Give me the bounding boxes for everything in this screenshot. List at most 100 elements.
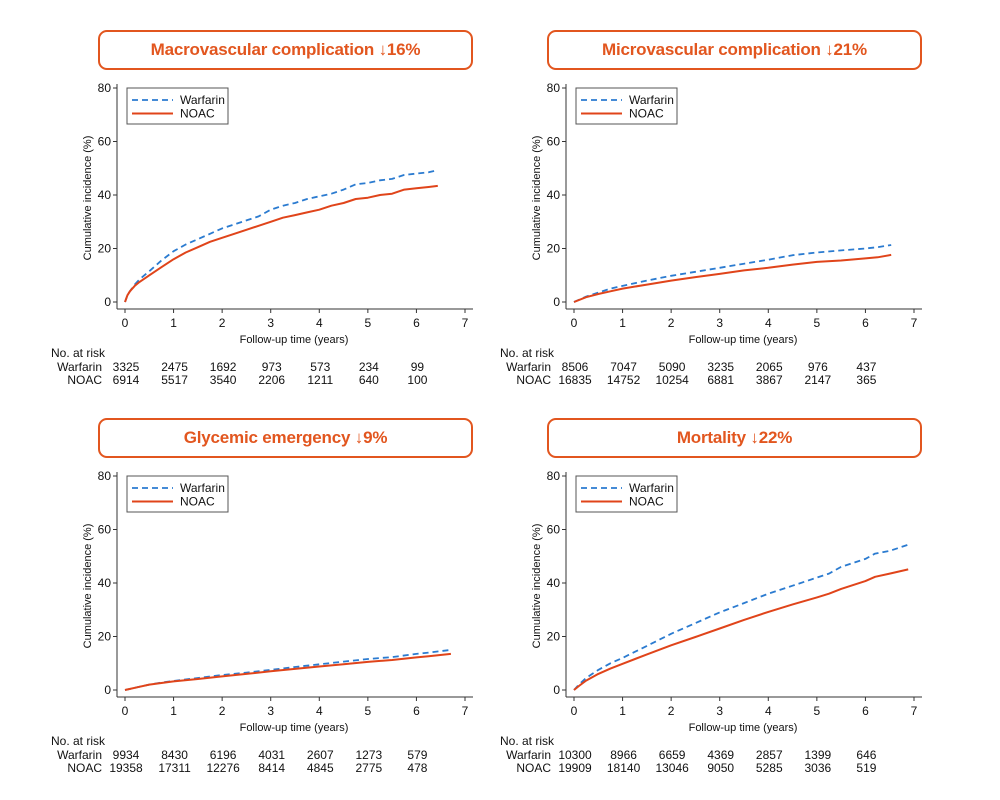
y-axis-title: Cumulative incidence (%): [82, 136, 94, 261]
y-tick-label: 60: [98, 523, 112, 537]
at-risk-value: 16835: [558, 373, 592, 387]
series-line-noac: [124, 652, 452, 691]
legend-box: [126, 475, 229, 513]
at-risk-value: 1692: [210, 360, 237, 374]
x-tick-label: 1: [170, 316, 177, 330]
y-tick-label: 40: [98, 576, 112, 590]
at-risk-value: 2065: [756, 360, 783, 374]
at-risk-value: 6659: [659, 748, 686, 762]
at-risk-value: 19358: [109, 761, 143, 775]
at-risk-value: 7047: [610, 360, 637, 374]
y-tick-label: 20: [547, 242, 561, 256]
at-risk-value: 365: [856, 373, 876, 387]
y-tick-label: 40: [98, 188, 112, 202]
at-risk-value: 99: [411, 360, 425, 374]
x-tick-label: 3: [716, 704, 723, 718]
y-axis-title: Cumulative incidence (%): [82, 524, 94, 649]
x-tick-label: 5: [365, 704, 372, 718]
y-tick-label: 60: [547, 135, 561, 149]
x-tick-label: 6: [862, 704, 869, 718]
at-risk-group-label: NOAC: [67, 373, 102, 387]
at-risk-value: 1211: [307, 373, 333, 387]
at-risk-value: 973: [262, 360, 282, 374]
x-tick-label: 3: [716, 316, 723, 330]
series-line-noac: [573, 568, 909, 691]
series-line-warfarin: [573, 543, 909, 691]
at-risk-value: 8966: [610, 748, 637, 762]
at-risk-value: 1273: [356, 748, 383, 762]
legend-box: [126, 87, 229, 125]
at-risk-value: 13046: [655, 761, 689, 775]
at-risk-value: 4369: [707, 748, 734, 762]
y-axis-title: Cumulative incidence (%): [531, 136, 543, 261]
y-tick-label: 40: [547, 188, 561, 202]
series-line-warfarin: [573, 244, 892, 303]
y-tick-label: 0: [104, 295, 111, 309]
panel-title: Glycemic emergency ↓9%: [98, 418, 473, 458]
at-risk-group-label: Warfarin: [57, 360, 102, 374]
legend-label-noac: NOAC: [180, 495, 215, 509]
at-risk-value: 18140: [607, 761, 641, 775]
at-risk-value: 640: [359, 373, 379, 387]
at-risk-value: 5090: [659, 360, 686, 374]
at-risk-value: 976: [808, 360, 828, 374]
x-tick-label: 2: [219, 704, 226, 718]
at-risk-value: 2775: [356, 761, 383, 775]
at-risk-value: 573: [310, 360, 330, 374]
at-risk-value: 8414: [258, 761, 285, 775]
at-risk-value: 1399: [805, 748, 832, 762]
x-tick-label: 5: [814, 316, 821, 330]
panel-title: Mortality ↓22%: [547, 418, 922, 458]
at-risk-value: 9934: [113, 748, 140, 762]
x-tick-label: 5: [365, 316, 372, 330]
x-tick-label: 1: [619, 316, 626, 330]
at-risk-heading: No. at risk: [51, 346, 106, 360]
y-tick-label: 0: [553, 295, 560, 309]
at-risk-value: 4031: [258, 748, 285, 762]
legend-box: [575, 475, 678, 513]
y-tick-label: 60: [547, 523, 561, 537]
y-tick-label: 20: [98, 630, 112, 644]
at-risk-value: 10254: [655, 373, 689, 387]
series-line-noac: [124, 184, 438, 303]
at-risk-value: 3235: [707, 360, 734, 374]
at-risk-value: 10300: [558, 748, 592, 762]
at-risk-value: 579: [407, 748, 427, 762]
at-risk-value: 19909: [558, 761, 592, 775]
at-risk-group-label: NOAC: [516, 373, 551, 387]
x-axis-title: Follow-up time (years): [689, 334, 798, 346]
x-tick-label: 7: [911, 704, 918, 718]
at-risk-value: 8506: [562, 360, 589, 374]
legend-label-warfarin: Warfarin: [629, 93, 674, 107]
y-tick-label: 20: [98, 242, 112, 256]
legend-box: [575, 87, 678, 125]
y-tick-label: 60: [98, 135, 112, 149]
at-risk-heading: No. at risk: [500, 734, 555, 748]
y-tick-label: 80: [98, 469, 112, 483]
x-axis-title: Follow-up time (years): [689, 722, 798, 734]
x-tick-label: 4: [765, 704, 772, 718]
at-risk-group-label: Warfarin: [57, 748, 102, 762]
panel-title: Microvascular complication ↓21%: [547, 30, 922, 70]
y-tick-label: 80: [547, 469, 561, 483]
y-tick-label: 80: [547, 81, 561, 95]
at-risk-value: 14752: [607, 373, 641, 387]
at-risk-value: 2475: [161, 360, 188, 374]
x-tick-label: 7: [911, 316, 918, 330]
x-tick-label: 1: [170, 704, 177, 718]
x-tick-label: 6: [413, 316, 420, 330]
panel-microvascular-complication: Microvascular complication ↓21% 0 20 40 60 8…: [449, 0, 949, 400]
at-risk-value: 646: [856, 748, 876, 762]
at-risk-value: 6914: [113, 373, 140, 387]
legend-label-noac: NOAC: [629, 495, 664, 509]
at-risk-value: 17311: [158, 761, 191, 775]
series-line-noac: [573, 253, 892, 303]
x-axis-title: Follow-up time (years): [240, 722, 349, 734]
at-risk-value: 5285: [756, 761, 783, 775]
